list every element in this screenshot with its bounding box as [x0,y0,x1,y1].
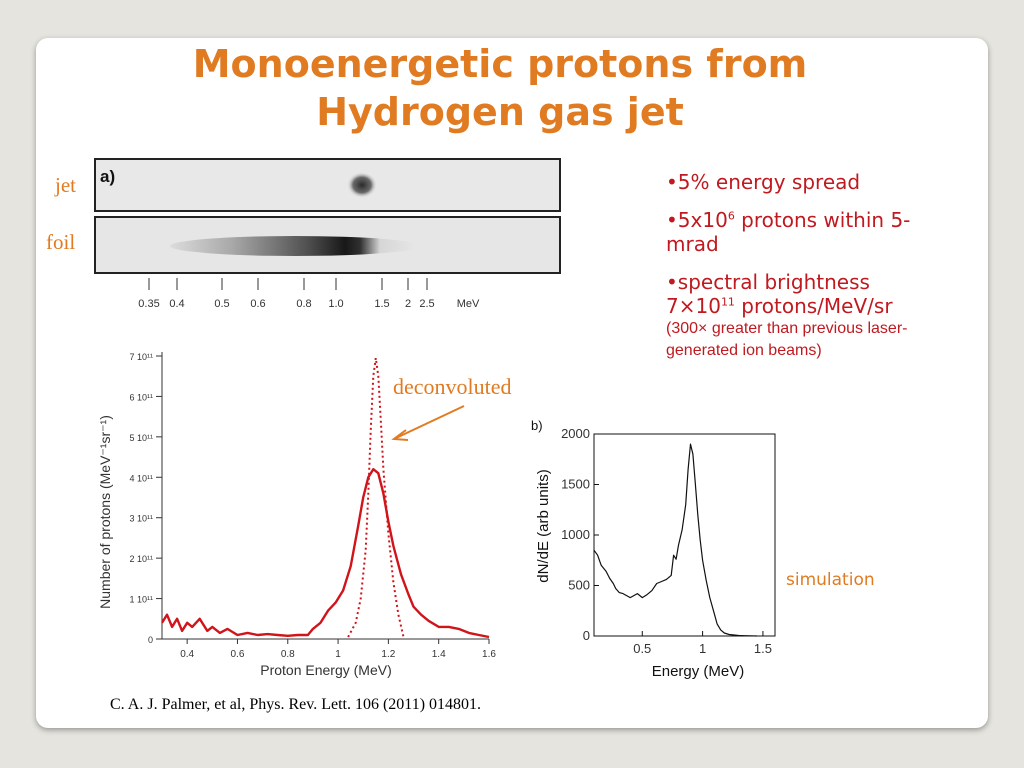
chart2-ylabel: dN/dE (arb units) [535,469,552,582]
foil-proton-streak [170,236,420,256]
chart-experimental: 0.4 0.6 0.8 1 1.2 1.4 1.6 0 1 10¹¹ 2 10¹¹ 3 10¹¹ 4 … [97,352,496,678]
y-tick-label: 1000 [561,527,590,542]
jet-proton-spot [347,172,377,198]
x-tick-label: 1.6 [482,649,496,660]
annotation-arrow [391,405,465,441]
chart2-xlabel: Energy (MeV) [652,663,745,680]
y-tick-label: 2 10¹¹ [129,554,153,564]
y-tick-label: 1 10¹¹ [129,595,153,605]
ruler-tick-label: 0.35 [138,298,159,310]
y-tick-label: 2000 [561,426,590,441]
x-tick-label: 0.4 [180,649,194,660]
bullet-energy-spread: •5% energy spread [666,170,861,194]
slide-background [36,38,988,728]
bullet-proton-count: •5x106 protons within 5-mrad [666,208,956,256]
ruler-tick-label: 2 [405,298,411,310]
bullet-2-exponent: 6 [727,209,735,223]
x-tick-label: 0.5 [633,641,651,656]
plot-frame [593,433,776,637]
annotation-simulation: simulation [786,570,875,590]
y-tick-label: 3 10¹¹ [129,514,153,524]
y-tick-label: 500 [568,578,590,593]
annotation-deconvoluted: deconvoluted [393,374,512,399]
ruler-tick-label: 0.8 [296,298,311,310]
label-jet: jet [55,173,76,197]
chart1-ylabel: Number of protons (MeV⁻¹sr⁻¹) [97,415,113,609]
title-line-1: Monoenergetic protons from [192,42,808,86]
slide-title: Monoenergetic protons from Hydrogen gas … [0,40,1000,136]
x-tick-label: 0.8 [281,649,295,660]
ruler-tick-label: MeV [457,298,480,310]
x-tick-label: 1 [335,649,341,660]
y-tick-label: 7 10¹¹ [129,352,153,362]
bullet-3-value: 7×10 [666,294,721,318]
series-line-0 [160,467,490,639]
y-tick-label: 0 [583,628,590,643]
ruler-tick-label: 1.0 [328,298,343,310]
spectrum-ruler: 0.35 0.4 0.5 0.6 0.8 1.0 1.5 2 2.5 MeV [138,278,480,310]
panel-tag-b: b) [531,418,543,433]
x-tick-label: 0.6 [231,649,245,660]
y-tick-label: 5 10¹¹ [129,433,153,443]
label-foil: foil [46,230,76,254]
y-tick-label: 4 10¹¹ [129,473,153,483]
series-deconvoluted-line [347,357,405,638]
chart1-xlabel: Proton Energy (MeV) [260,662,392,678]
y-tick-label: 0 [148,635,153,645]
x-tick-label: 1 [699,641,706,656]
x-tick-label: 1.5 [754,641,772,656]
x-tick-label: 1.2 [381,649,395,660]
ruler-tick-label: 0.5 [214,298,229,310]
spectrometer-images: a) 0.35 0.4 0.5 0.6 0.8 1.0 1.5 2 2.5 MeV [94,158,561,310]
bullet-3-heading: •spectral brightness [666,270,870,294]
bullet-2-rest: protons within 5-mrad [666,208,911,256]
x-tick-label: 1.4 [432,649,446,660]
y-tick-label: 1500 [561,477,590,492]
citation: C. A. J. Palmer, et al, Phys. Rev. Lett.… [110,696,482,713]
ruler-tick-label: 2.5 [419,298,434,310]
bullet-3-exponent: 11 [720,295,735,309]
bullet-3-unit: protons/MeV/sr [734,294,893,318]
title-line-2: Hydrogen gas jet [316,90,684,134]
ruler-tick-label: 1.5 [374,298,389,310]
y-tick-label: 6 10¹¹ [129,392,153,402]
bullet-2-text: •5x10 [666,208,728,232]
series-line-0 [593,443,757,637]
jet-image [94,158,561,212]
panel-tag-a: a) [100,167,115,186]
ruler-tick-label: 0.6 [250,298,265,310]
bullet-list: •5% energy spread •5x106 protons within … [666,170,956,376]
bullet-3-note: (300× greater than previous laser- gener… [666,320,908,359]
ruler-tick-label: 0.4 [169,298,184,310]
bullet-brightness: •spectral brightness 7×1011 protons/MeV/… [666,270,956,362]
